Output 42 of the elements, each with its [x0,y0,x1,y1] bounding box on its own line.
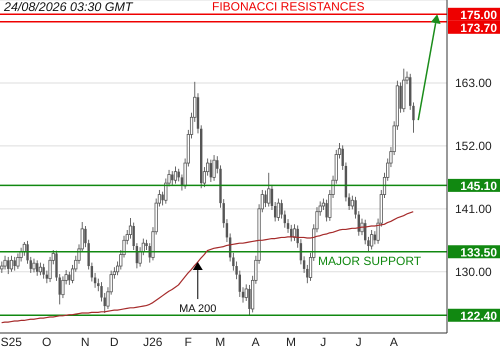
annotation: FIBONACCI RESISTANCES [212,0,364,14]
y-tick-label: 141.00 [455,202,492,216]
x-tick-label: J26 [143,335,163,349]
x-tick-label: J [320,335,326,349]
y-tick-label: 163.00 [455,76,492,90]
x-tick-label: F [184,335,192,349]
ref-line-label: 175.00 [460,8,498,22]
x-tick-label: N [80,335,90,349]
candlestick [10,255,14,272]
x-tick-label: D [110,335,119,349]
ref-line-label: 145.10 [460,178,498,193]
candlestick [42,263,45,280]
series-label: MA 200 [179,303,216,316]
x-tick-label: A [252,335,260,349]
x-tick-label: M [286,335,296,349]
x-tick-label: M [215,335,226,349]
candlestick [212,154,216,182]
candlestick [7,256,10,275]
ref-line-label: 122.40 [460,308,498,323]
x-tick-label: A [390,335,398,349]
x-tick-label: J [356,335,362,349]
annotation: 24/08/2026 03:30 GMT [3,0,134,14]
candlestick [38,262,42,276]
candlestick [36,260,38,276]
candlestick [32,258,36,273]
annotation: MAJOR SUPPORT [318,254,422,268]
y-tick-label: 152.00 [455,139,492,154]
x-tick-label: O [42,335,52,349]
candlestick [210,159,212,182]
ref-line-label: 133.50 [460,245,498,260]
candlestick [276,198,280,222]
candlestick [370,230,374,250]
x-tick-label: S25 [0,335,22,349]
candlestick [13,256,16,272]
ref-line-label: 173.70 [460,20,498,35]
candlestick [174,166,178,184]
y-tick-label: 130.00 [455,265,492,280]
candlestick [171,170,174,186]
candlestick [3,255,7,270]
candlestick [248,284,251,316]
candlestick [267,172,270,207]
candlestick [68,271,71,286]
